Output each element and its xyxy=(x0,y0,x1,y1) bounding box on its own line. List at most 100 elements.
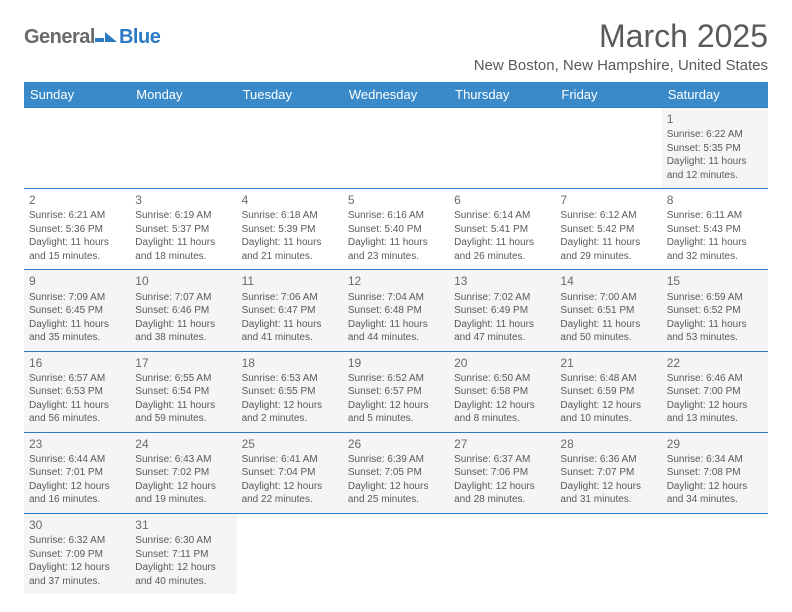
calendar-day: 20Sunrise: 6:50 AMSunset: 6:58 PMDayligh… xyxy=(449,351,555,432)
weekday-header: Thursday xyxy=(449,82,555,108)
daylight-line: Daylight: 11 hours and 21 minutes. xyxy=(242,236,338,263)
daylight-line: Daylight: 11 hours and 44 minutes. xyxy=(348,318,444,345)
location-subtitle: New Boston, New Hampshire, United States xyxy=(24,57,768,74)
calendar-day: 9Sunrise: 7:09 AMSunset: 6:45 PMDaylight… xyxy=(24,270,130,351)
sunset-line: Sunset: 7:07 PM xyxy=(560,466,656,480)
sunset-line: Sunset: 6:59 PM xyxy=(560,385,656,399)
sunset-line: Sunset: 5:40 PM xyxy=(348,223,444,237)
sunrise-line: Sunrise: 6:43 AM xyxy=(135,453,231,467)
day-number: 11 xyxy=(242,273,338,289)
calendar-row: 16Sunrise: 6:57 AMSunset: 6:53 PMDayligh… xyxy=(24,351,768,432)
daylight-line: Daylight: 11 hours and 59 minutes. xyxy=(135,399,231,426)
calendar-day: 26Sunrise: 6:39 AMSunset: 7:05 PMDayligh… xyxy=(343,432,449,513)
sunset-line: Sunset: 6:49 PM xyxy=(454,304,550,318)
calendar-day: 7Sunrise: 6:12 AMSunset: 5:42 PMDaylight… xyxy=(555,189,661,270)
sunrise-line: Sunrise: 6:12 AM xyxy=(560,209,656,223)
daylight-line: Daylight: 12 hours and 13 minutes. xyxy=(667,399,763,426)
sunset-line: Sunset: 7:00 PM xyxy=(667,385,763,399)
daylight-line: Daylight: 11 hours and 56 minutes. xyxy=(29,399,125,426)
brand-text-blue: Blue xyxy=(119,26,160,49)
day-number: 27 xyxy=(454,436,550,452)
calendar-day: 21Sunrise: 6:48 AMSunset: 6:59 PMDayligh… xyxy=(555,351,661,432)
sunrise-line: Sunrise: 6:52 AM xyxy=(348,372,444,386)
calendar-empty xyxy=(449,513,555,594)
sunset-line: Sunset: 6:45 PM xyxy=(29,304,125,318)
calendar-body: 1Sunrise: 6:22 AMSunset: 5:35 PM Daylight… xyxy=(24,108,768,595)
calendar-day: 11Sunrise: 7:06 AMSunset: 6:47 PMDayligh… xyxy=(237,270,343,351)
daylight-line: Daylight: 12 hours and 8 minutes. xyxy=(454,399,550,426)
calendar-day: 4Sunrise: 6:18 AMSunset: 5:39 PMDaylight… xyxy=(237,189,343,270)
daylight-line: Daylight: 12 hours and 10 minutes. xyxy=(560,399,656,426)
calendar-day: 10Sunrise: 7:07 AMSunset: 6:46 PMDayligh… xyxy=(130,270,236,351)
daylight-line: Daylight: 12 hours and 22 minutes. xyxy=(242,480,338,507)
sunset-line: Sunset: 7:08 PM xyxy=(667,466,763,480)
sunrise-line: Sunrise: 6:32 AM xyxy=(29,534,125,548)
calendar-empty xyxy=(449,108,555,189)
calendar-day: 24Sunrise: 6:43 AMSunset: 7:02 PMDayligh… xyxy=(130,432,236,513)
sunrise-line: Sunrise: 6:18 AM xyxy=(242,209,338,223)
day-number: 17 xyxy=(135,355,231,371)
calendar-day: 1Sunrise: 6:22 AMSunset: 5:35 PMDaylight… xyxy=(662,108,768,189)
sunset-line: Sunset: 6:53 PM xyxy=(29,385,125,399)
sunrise-line: Sunrise: 6:21 AM xyxy=(29,209,125,223)
day-number: 14 xyxy=(560,273,656,289)
calendar-day: 15Sunrise: 6:59 AMSunset: 6:52 PMDayligh… xyxy=(662,270,768,351)
daylight-line: Daylight: 12 hours and 16 minutes. xyxy=(29,480,125,507)
day-number: 18 xyxy=(242,355,338,371)
sunset-line: Sunset: 5:41 PM xyxy=(454,223,550,237)
daylight-line: Daylight: 12 hours and 28 minutes. xyxy=(454,480,550,507)
sunrise-line: Sunrise: 6:59 AM xyxy=(667,291,763,305)
header-row: General Blue March 2025 xyxy=(24,18,768,55)
calendar-day: 5Sunrise: 6:16 AMSunset: 5:40 PMDaylight… xyxy=(343,189,449,270)
day-number: 10 xyxy=(135,273,231,289)
brand-logo: General Blue xyxy=(24,26,160,55)
sunset-line: Sunset: 6:58 PM xyxy=(454,385,550,399)
daylight-line: Daylight: 12 hours and 5 minutes. xyxy=(348,399,444,426)
daylight-line: Daylight: 12 hours and 2 minutes. xyxy=(242,399,338,426)
calendar-day: 22Sunrise: 6:46 AMSunset: 7:00 PMDayligh… xyxy=(662,351,768,432)
sunset-line: Sunset: 5:35 PM xyxy=(667,142,763,156)
sunset-line: Sunset: 5:36 PM xyxy=(29,223,125,237)
calendar-empty xyxy=(130,108,236,189)
daylight-line: Daylight: 11 hours and 15 minutes. xyxy=(29,236,125,263)
daylight-line: Daylight: 11 hours and 32 minutes. xyxy=(667,236,763,263)
calendar-row: 23Sunrise: 6:44 AMSunset: 7:01 PMDayligh… xyxy=(24,432,768,513)
page-title: March 2025 xyxy=(599,18,768,55)
day-number: 20 xyxy=(454,355,550,371)
day-number: 1 xyxy=(667,111,763,127)
day-number: 8 xyxy=(667,192,763,208)
day-number: 16 xyxy=(29,355,125,371)
calendar-day: 23Sunrise: 6:44 AMSunset: 7:01 PMDayligh… xyxy=(24,432,130,513)
calendar-day: 29Sunrise: 6:34 AMSunset: 7:08 PMDayligh… xyxy=(662,432,768,513)
sunrise-line: Sunrise: 6:57 AM xyxy=(29,372,125,386)
sunrise-line: Sunrise: 6:37 AM xyxy=(454,453,550,467)
calendar-empty xyxy=(555,108,661,189)
day-number: 5 xyxy=(348,192,444,208)
day-number: 21 xyxy=(560,355,656,371)
sunset-line: Sunset: 6:48 PM xyxy=(348,304,444,318)
calendar-day: 16Sunrise: 6:57 AMSunset: 6:53 PMDayligh… xyxy=(24,351,130,432)
sunset-line: Sunset: 7:09 PM xyxy=(29,548,125,562)
daylight-line: Daylight: 11 hours and 47 minutes. xyxy=(454,318,550,345)
sunset-line: Sunset: 7:05 PM xyxy=(348,466,444,480)
day-number: 30 xyxy=(29,517,125,533)
daylight-line: Daylight: 11 hours and 38 minutes. xyxy=(135,318,231,345)
calendar-empty xyxy=(24,108,130,189)
calendar-empty xyxy=(343,108,449,189)
sunrise-line: Sunrise: 6:22 AM xyxy=(667,128,763,142)
daylight-line: Daylight: 11 hours and 50 minutes. xyxy=(560,318,656,345)
sunrise-line: Sunrise: 6:36 AM xyxy=(560,453,656,467)
daylight-line: Daylight: 11 hours and 18 minutes. xyxy=(135,236,231,263)
calendar-row: 2Sunrise: 6:21 AMSunset: 5:36 PMDaylight… xyxy=(24,189,768,270)
sunrise-line: Sunrise: 7:09 AM xyxy=(29,291,125,305)
sunrise-line: Sunrise: 7:06 AM xyxy=(242,291,338,305)
day-number: 19 xyxy=(348,355,444,371)
calendar-empty xyxy=(237,108,343,189)
calendar-day: 2Sunrise: 6:21 AMSunset: 5:36 PMDaylight… xyxy=(24,189,130,270)
sunrise-line: Sunrise: 6:30 AM xyxy=(135,534,231,548)
calendar-day: 13Sunrise: 7:02 AMSunset: 6:49 PMDayligh… xyxy=(449,270,555,351)
day-number: 15 xyxy=(667,273,763,289)
daylight-line: Daylight: 12 hours and 40 minutes. xyxy=(135,561,231,588)
day-number: 28 xyxy=(560,436,656,452)
sunrise-line: Sunrise: 6:48 AM xyxy=(560,372,656,386)
